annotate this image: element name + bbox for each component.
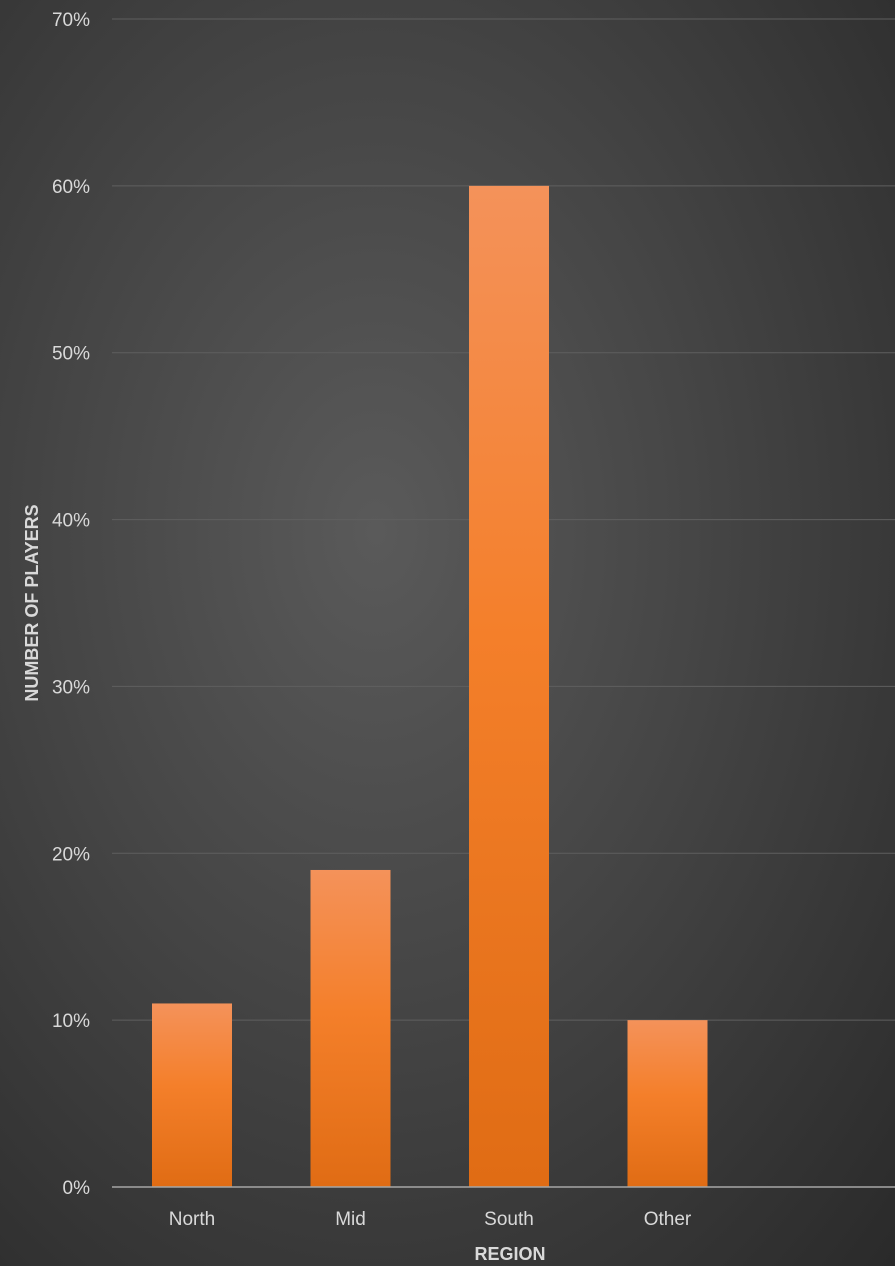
y-axis-title: NUMBER OF PLAYERS: [22, 504, 42, 701]
y-tick-label: 20%: [52, 844, 90, 865]
x-tick-label-other: Other: [644, 1209, 692, 1230]
bar-mid: [310, 869, 391, 1187]
y-tick-label: 10%: [52, 1011, 90, 1032]
y-tick-label: 0%: [63, 1178, 91, 1199]
y-tick-label: 40%: [52, 511, 90, 532]
bar-north: [152, 1003, 232, 1187]
bar-south: [469, 185, 549, 1187]
x-tick-label-south: South: [484, 1209, 534, 1230]
bars: [152, 185, 708, 1187]
x-tick-label-north: North: [169, 1209, 215, 1230]
x-tick-label-mid: Mid: [335, 1209, 366, 1230]
x-axis-title: REGION: [474, 1244, 545, 1264]
x-axis-ticks: North Mid South Other: [169, 1209, 692, 1230]
y-tick-label: 60%: [52, 177, 90, 198]
y-tick-label: 50%: [52, 344, 90, 365]
y-tick-label: 70%: [52, 10, 90, 31]
bar-other: [627, 1020, 708, 1187]
y-tick-label: 30%: [52, 677, 90, 698]
y-axis-ticks: 0% 10% 20% 30% 40% 50% 60% 70%: [52, 10, 90, 1199]
